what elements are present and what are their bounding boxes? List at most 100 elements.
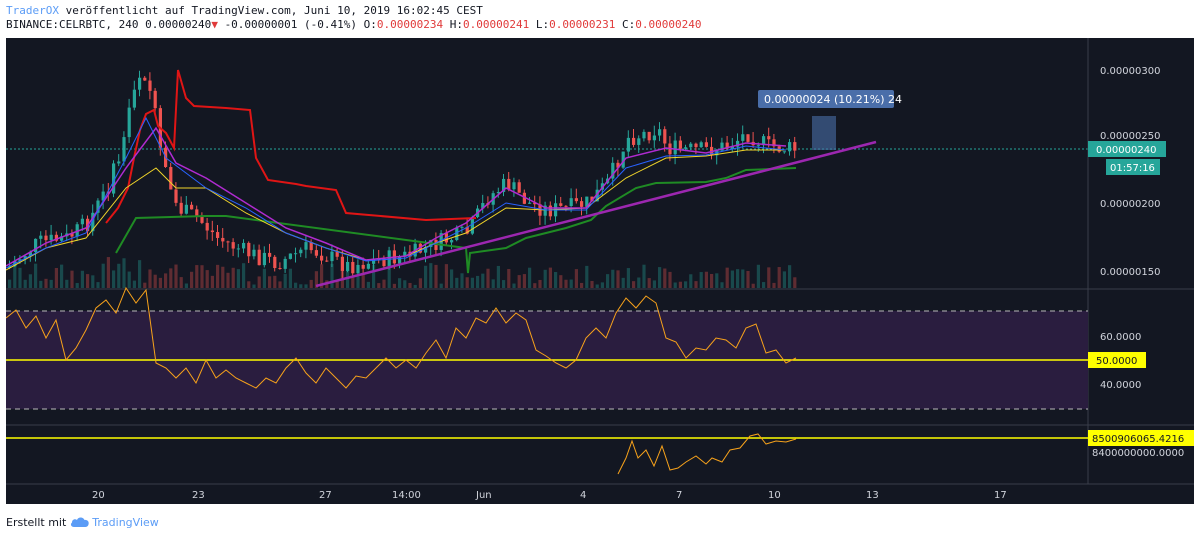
candle-body: [221, 237, 225, 242]
candle-body: [299, 249, 303, 254]
volume-bar: [39, 280, 43, 288]
candle-body: [18, 259, 22, 261]
candle-body: [455, 227, 459, 241]
time-axis[interactable]: 20 23 27 14:00 Jun 4 7 10 13 17: [92, 490, 1007, 501]
measure-tooltip-bg: [758, 90, 894, 108]
candle-body: [626, 137, 630, 152]
tradingview-brand: TradingView: [92, 515, 159, 529]
volume-bar: [351, 277, 355, 288]
trendline[interactable]: [315, 140, 877, 288]
candle-body: [242, 242, 246, 249]
volume-bar: [169, 268, 173, 288]
current-price-text: 0.00000240: [1096, 145, 1156, 156]
candle-body: [28, 252, 32, 257]
symbol-label: BINANCE:CELRBTC, 240: [6, 18, 139, 31]
candle-body: [39, 235, 43, 239]
candle-body: [205, 222, 209, 231]
volume-bar: [465, 277, 469, 288]
main-price-pane[interactable]: 0.00000024 (10.21%) 24: [5, 38, 1088, 288]
volume-bar: [184, 283, 188, 288]
volume-bar: [200, 265, 204, 288]
high-value: 0.00000241: [463, 18, 530, 31]
time-tick: 13: [866, 490, 879, 501]
volume-bar: [538, 279, 542, 288]
candle-body: [424, 246, 428, 253]
volume-bar: [65, 279, 69, 288]
measure-box[interactable]: [812, 116, 836, 150]
volume-bar: [736, 269, 740, 288]
volume-bar: [335, 281, 339, 288]
volume-bar: [678, 281, 682, 288]
volume-bar: [517, 275, 521, 288]
chart-area[interactable]: 0.00000024 (10.21%) 24 0.00000300 0.0000…: [5, 38, 1194, 504]
candle-body: [574, 198, 578, 202]
indicator-value-text: 8500906065.4216: [1092, 434, 1184, 445]
candle-body: [403, 251, 407, 257]
price-tick: 0.00000250: [1100, 131, 1160, 142]
price-axis[interactable]: 0.00000300 0.00000250 0.00000200 0.00000…: [1087, 38, 1166, 484]
candle-body: [689, 143, 693, 148]
candle-body: [502, 178, 506, 192]
volume-bar: [741, 269, 745, 288]
candle-body: [346, 261, 350, 271]
candle-body: [309, 242, 313, 251]
price-change: -0.00000001 (-0.41%): [224, 18, 358, 31]
candle-body: [190, 204, 194, 210]
volume-bar: [710, 273, 714, 288]
volume-bar: [642, 264, 646, 288]
volume-bar: [585, 265, 589, 288]
candle-body: [756, 145, 760, 147]
candle-body: [372, 258, 376, 264]
volume-bar: [611, 269, 615, 288]
volume-bar: [408, 282, 412, 288]
tradingview-link[interactable]: TradingView: [70, 515, 159, 529]
candle-body: [361, 264, 365, 269]
candle-body: [314, 250, 318, 256]
chart-svg[interactable]: 0.00000024 (10.21%) 24 0.00000300 0.0000…: [5, 38, 1194, 504]
volume-bar: [658, 267, 662, 288]
volume-bar: [652, 280, 656, 288]
rsi-axis[interactable]: 60.0000 40.0000 50.0000: [1088, 332, 1146, 391]
volume-bar: [434, 264, 438, 288]
candlesticks: [8, 70, 797, 279]
volume-bar: [226, 272, 230, 288]
candle-body: [122, 137, 126, 162]
candle-body: [782, 151, 786, 153]
candle-body: [382, 258, 386, 267]
candle-body: [460, 226, 464, 228]
author-name[interactable]: TraderOX: [6, 4, 59, 17]
volume-bar: [382, 279, 386, 288]
volume-bar: [190, 271, 194, 288]
candle-body: [200, 216, 204, 223]
third-indicator-pane[interactable]: 8500906065.4216 8400000000.0000: [6, 430, 1194, 475]
volume-bar: [793, 277, 797, 288]
volume-bar: [496, 265, 500, 288]
candle-body: [533, 202, 537, 205]
candle-body: [210, 230, 214, 233]
candle-body: [335, 251, 339, 257]
candle-body: [257, 249, 261, 266]
volume-bar: [600, 282, 604, 288]
chart-header: TraderOX veröffentlicht auf TradingView.…: [6, 4, 1194, 32]
volume-bar: [730, 270, 734, 288]
volume-bar: [221, 266, 225, 288]
indicator-tick: 8400000000.0000: [1092, 448, 1184, 459]
candle-body: [195, 209, 199, 217]
supertrend-red-line: [105, 69, 477, 224]
candle-body: [54, 234, 58, 241]
candle-body: [273, 256, 277, 269]
candle-body: [278, 268, 282, 270]
volume-bar: [476, 275, 480, 288]
volume-bar: [429, 263, 433, 288]
volume-bar: [715, 273, 719, 288]
rsi-value-tag: [1088, 352, 1146, 368]
volume-bar: [626, 268, 630, 288]
candle-body: [80, 218, 84, 225]
volume-bar: [424, 265, 428, 288]
time-tick: 17: [994, 490, 1007, 501]
rsi-pane[interactable]: [5, 286, 1088, 410]
volume-bar: [507, 268, 511, 288]
candle-body: [184, 204, 188, 214]
candle-body: [262, 252, 266, 266]
volume-bar: [788, 265, 792, 288]
